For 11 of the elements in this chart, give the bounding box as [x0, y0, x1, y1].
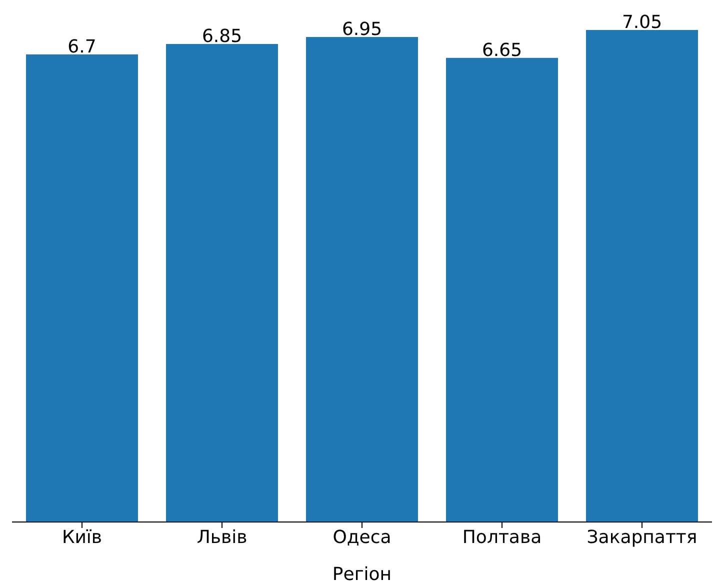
x-axis-title: Регіон — [332, 564, 392, 582]
x-tick-label: Полтава — [462, 526, 542, 548]
data-label: 6.95 — [342, 18, 382, 40]
data-label: 7.05 — [622, 12, 662, 33]
data-label: 6.7 — [68, 36, 96, 58]
data-label: 6.85 — [202, 26, 242, 47]
x-tick-label: Закарпаття — [586, 526, 698, 548]
data-label: 6.65 — [482, 40, 522, 61]
x-tick-label: Київ — [62, 526, 102, 548]
x-tick-label: Одеса — [332, 526, 392, 548]
x-tick-label: Львів — [196, 526, 248, 548]
